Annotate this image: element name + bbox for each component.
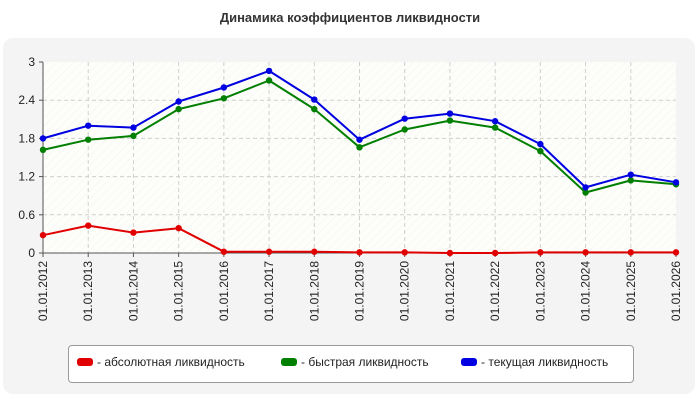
data-point-1 (311, 105, 318, 113)
legend-swatch-current (461, 357, 477, 366)
data-point-0 (491, 249, 499, 257)
data-point-0 (582, 249, 589, 256)
x-tick-label: 01.01.2021 (443, 261, 457, 321)
data-point-2 (582, 184, 589, 191)
data-point-0 (537, 249, 544, 256)
x-tick-label: 01.01.2023 (533, 261, 547, 321)
data-point-0 (446, 249, 454, 257)
x-tick-label: 01.01.2022 (488, 261, 502, 321)
x-tick-label: 01.01.2016 (217, 261, 231, 321)
x-tick-label: 01.01.2020 (398, 261, 412, 321)
data-point-2 (446, 110, 454, 117)
chart-title: Динамика коэффициентов ликвидности (219, 10, 481, 25)
x-tick-label: 01.01.2026 (669, 261, 683, 321)
data-point-1 (130, 132, 137, 140)
legend-item-quick: - быстрая ликвидность (281, 354, 429, 369)
data-point-2 (672, 179, 680, 186)
data-point-0 (627, 249, 634, 256)
data-point-1 (582, 189, 589, 196)
data-point-2 (491, 118, 499, 125)
x-tick-label: 01.01.2017 (262, 261, 276, 321)
data-point-1 (220, 95, 228, 102)
data-point-0 (220, 248, 228, 255)
legend-swatch-quick (281, 357, 297, 366)
data-point-0 (175, 224, 182, 232)
legend-item-absolute: - абсолютная ликвидность (77, 354, 245, 369)
legend-label-absolute: - абсолютная ликвидность (97, 354, 245, 369)
y-tick-label: 2.4 (18, 93, 35, 107)
data-point-1 (265, 77, 273, 84)
x-tick-label: 01.01.2012 (36, 261, 50, 321)
data-point-0 (85, 222, 92, 229)
data-point-2 (401, 115, 408, 122)
data-point-2 (39, 135, 47, 142)
data-point-1 (491, 124, 499, 131)
data-point-1 (85, 136, 92, 143)
data-point-2 (311, 96, 318, 103)
data-point-2 (537, 140, 544, 148)
y-tick-label: 0.6 (18, 208, 35, 222)
data-point-0 (672, 249, 680, 256)
data-point-2 (356, 136, 363, 143)
y-tick-label: 3 (28, 55, 35, 69)
x-tick-label: 01.01.2018 (307, 261, 321, 321)
x-tick-label: 01.01.2024 (579, 261, 593, 321)
data-point-0 (265, 248, 273, 255)
data-point-1 (39, 146, 47, 154)
data-point-1 (401, 126, 408, 133)
data-point-2 (220, 84, 228, 91)
data-point-2 (85, 122, 92, 129)
data-point-0 (401, 249, 408, 256)
legend-item-current: - текущая ликвидность (461, 354, 608, 369)
data-point-1 (356, 144, 363, 151)
x-tick-label: 01.01.2019 (353, 261, 367, 321)
x-tick-label: 01.01.2014 (126, 261, 140, 321)
data-point-2 (130, 124, 137, 131)
y-tick-label: 1.8 (18, 131, 35, 145)
data-point-0 (311, 248, 318, 255)
y-tick-label: 0 (28, 246, 35, 260)
data-point-1 (537, 147, 544, 155)
data-point-1 (175, 105, 182, 113)
legend-label-current: - текущая ликвидность (481, 354, 609, 369)
x-tick-labels: 01.01.2012 01.01.2013 01.01.2014 01.01.2015… (36, 261, 683, 321)
series-group (39, 67, 680, 257)
legend-label-quick: - быстрая ликвидность (301, 354, 429, 369)
x-tick-label: 01.01.2025 (624, 261, 638, 321)
data-point-1 (627, 177, 634, 184)
legend-swatch-absolute (77, 357, 93, 366)
data-point-0 (356, 249, 363, 256)
x-tick-label: 01.01.2015 (172, 261, 186, 321)
y-tick-label: 1.2 (18, 170, 35, 184)
legend: - абсолютная ликвидность - быстрая ликви… (68, 345, 634, 383)
x-tick-label: 01.01.2013 (81, 261, 95, 321)
data-point-2 (627, 171, 634, 178)
data-point-2 (265, 67, 273, 75)
data-point-1 (446, 117, 454, 124)
data-point-2 (175, 98, 182, 105)
y-tick-labels: 0 0.6 1.2 1.8 2.4 3 (18, 55, 35, 260)
data-point-0 (130, 229, 137, 236)
data-point-0 (39, 231, 47, 239)
